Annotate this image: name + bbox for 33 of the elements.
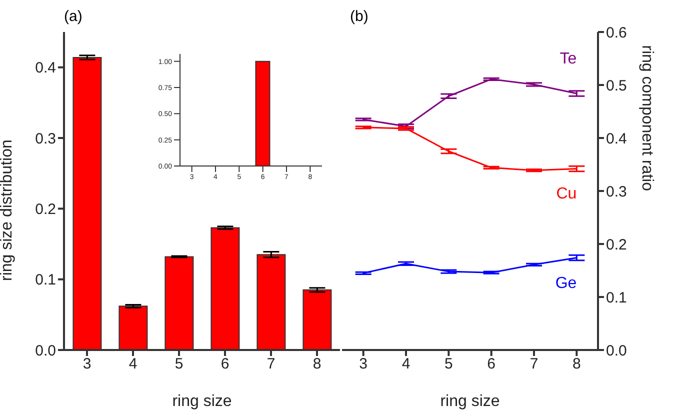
series-label: Te bbox=[560, 50, 577, 68]
x-tick-label: 4 bbox=[402, 356, 410, 373]
y2-tick-label: 0.1 bbox=[606, 289, 627, 306]
y2-axis-title: ring component ratio bbox=[638, 45, 656, 192]
x-tick-label: 4 bbox=[128, 356, 138, 373]
x-tick-label: 8 bbox=[312, 356, 322, 373]
x-tick-label: 3 bbox=[359, 356, 368, 373]
y2-tick-label: 0.5 bbox=[606, 77, 627, 94]
series-label: Cu bbox=[556, 186, 577, 203]
x-tick-label: 8 bbox=[572, 356, 581, 373]
y2-tick-label: 0.3 bbox=[606, 183, 627, 200]
x-tick-label: 5 bbox=[174, 356, 184, 373]
chart-title: (b) bbox=[350, 8, 368, 25]
x-axis-title: ring size bbox=[172, 393, 232, 410]
y-tick-label: 0.3 bbox=[35, 130, 56, 148]
y-tick-label: 0.0 bbox=[35, 342, 56, 360]
y2-tick-label: 0.4 bbox=[606, 130, 627, 148]
x-tick-label: 5 bbox=[444, 356, 453, 373]
x-tick-label: 6 bbox=[220, 356, 230, 373]
x-tick-label: 3 bbox=[82, 356, 92, 373]
x-tick-label: 7 bbox=[530, 356, 538, 373]
y-tick-label: 0.4 bbox=[35, 60, 56, 77]
y2-tick-label: 0.2 bbox=[606, 236, 627, 254]
y-tick-label: 0.2 bbox=[35, 200, 56, 218]
y-axis-title: ring size distribution bbox=[0, 140, 16, 281]
series-label: Ge bbox=[555, 274, 577, 292]
chart-title: (a) bbox=[64, 8, 82, 25]
x-tick-label: 6 bbox=[487, 356, 496, 373]
x-tick-label: 7 bbox=[266, 356, 276, 373]
x-axis-title: ring size bbox=[440, 393, 500, 410]
y2-tick-label: 0.0 bbox=[606, 342, 627, 360]
y2-tick-label: 0.6 bbox=[606, 24, 627, 42]
y-tick-label: 0.1 bbox=[35, 272, 56, 289]
